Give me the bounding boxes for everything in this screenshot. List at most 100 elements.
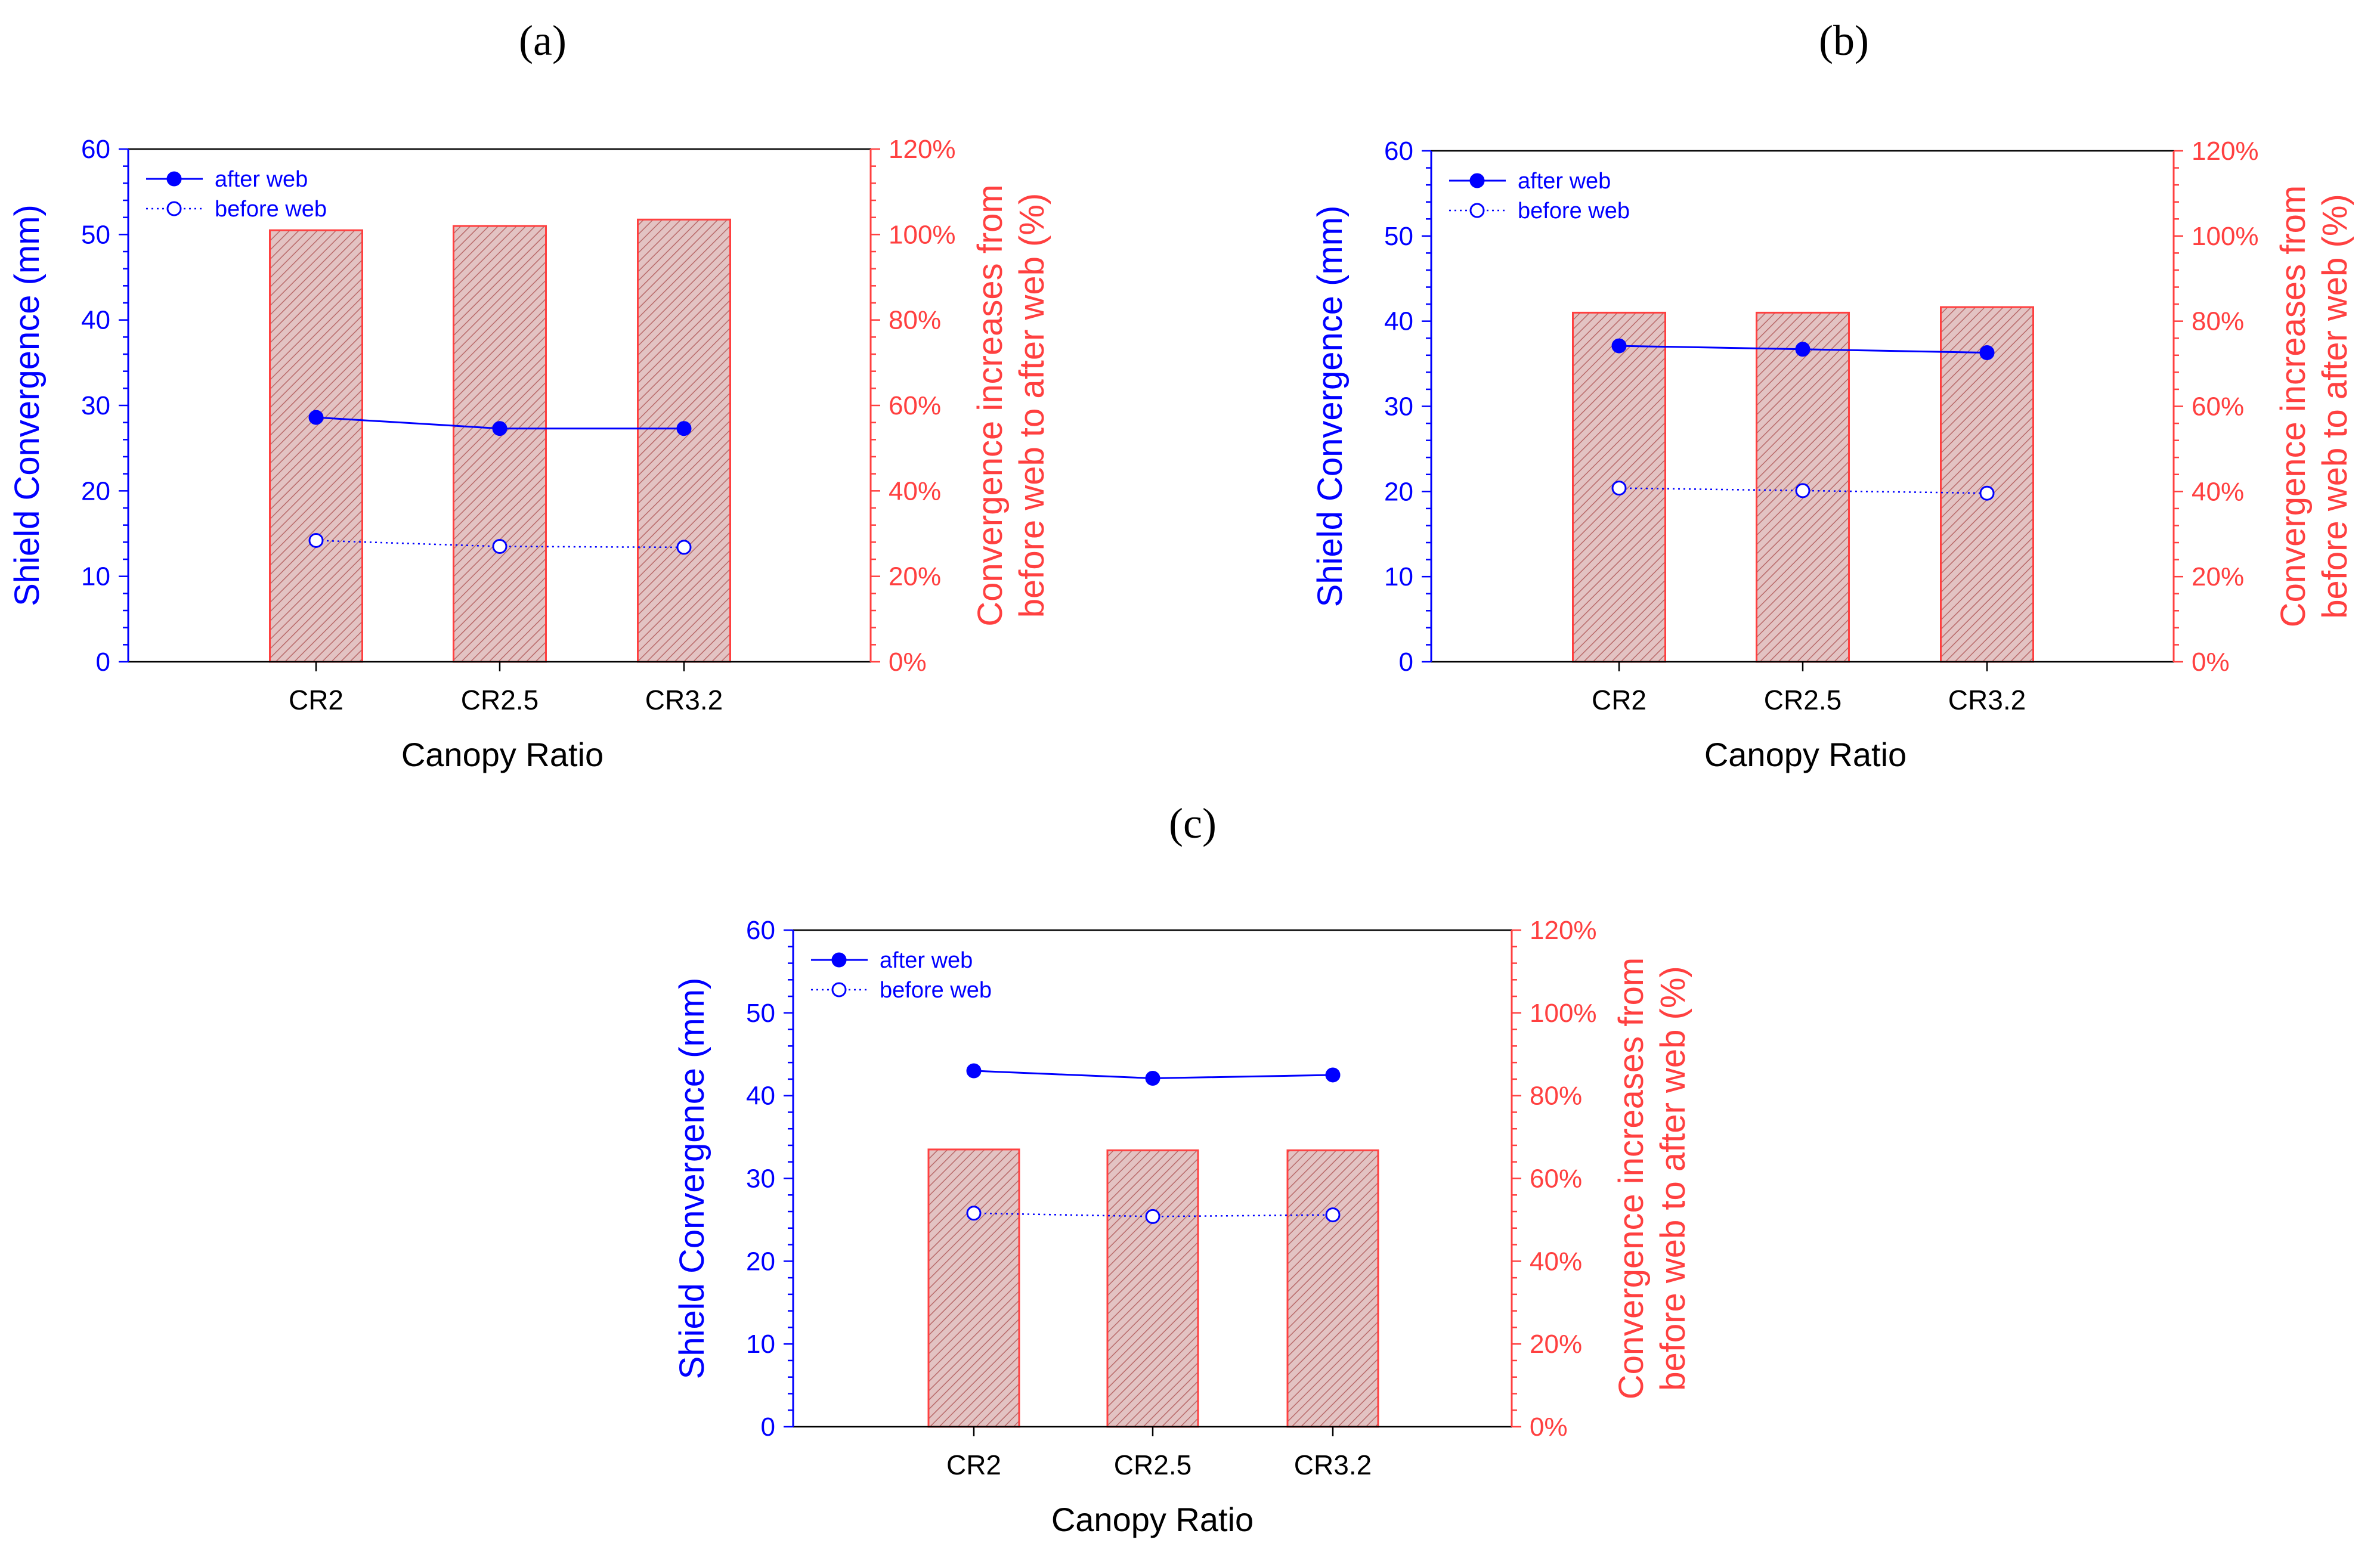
legend-after-web-label: after web [1518, 169, 1611, 194]
x-tick-label-CR3.2: CR3.2 [1948, 684, 2026, 715]
x-tick-label-CR3.2: CR3.2 [645, 684, 723, 715]
y-tick-label: 60 [1384, 137, 1413, 166]
before-web-point-CR2 [1611, 481, 1627, 496]
bar-CR2.5 [453, 225, 547, 663]
bar-CR2 [269, 229, 363, 663]
x-tick-label-CR2.5: CR2.5 [461, 684, 538, 715]
before-web-point-CR2.5 [1795, 483, 1810, 498]
legend-before-web-marker [831, 982, 847, 997]
x-tick-label-CR2: CR2 [1592, 684, 1646, 715]
x-tick-label-CR3.2: CR3.2 [1294, 1449, 1372, 1480]
y-tick-label: 0 [1399, 647, 1413, 677]
y2-tick-label: 40% [1530, 1247, 1582, 1276]
panel-label: (b) [1819, 17, 1869, 64]
y-tick-label: 30 [746, 1164, 775, 1194]
before-web-point-CR3.2 [676, 540, 692, 555]
panel-label: (c) [1169, 800, 1217, 847]
after-web-point-CR3.2 [1979, 345, 1995, 361]
legend-after-web-label: after web [880, 948, 973, 973]
after-web-point-CR2 [308, 410, 324, 425]
y-tick-label: 20 [746, 1247, 775, 1276]
before-web-point-CR2 [308, 532, 324, 548]
legend: after web before web [1449, 169, 1630, 224]
y2-tick-label: 60% [889, 391, 941, 420]
y2-tick-label: 80% [889, 306, 941, 335]
y-tick-label: 50 [746, 999, 775, 1028]
bar-CR3.2 [1940, 306, 2034, 663]
y2-tick-label: 100% [889, 220, 956, 249]
x-tick-label-CR2.5: CR2.5 [1764, 684, 1842, 715]
y-tick-label: 30 [1384, 392, 1413, 422]
after-web-point-CR2 [1611, 338, 1627, 354]
x-axis-label: Canopy Ratio [1051, 1501, 1254, 1538]
x-tick-label-CR2.5: CR2.5 [1114, 1449, 1191, 1480]
y2-axis-label-line1: Convergence increases from [1612, 958, 1651, 1399]
legend-before-web-marker [1469, 203, 1485, 218]
y2-tick-label: 20% [1530, 1330, 1582, 1359]
before-web-point-CR3.2 [1979, 485, 1995, 501]
series-line-before-web [973, 1212, 1333, 1217]
after-web-point-CR3.2 [676, 421, 692, 436]
y-tick-label: 40 [1384, 307, 1413, 336]
y-tick-label: 50 [1384, 222, 1413, 251]
legend-before-web-marker [166, 201, 182, 216]
before-web-point-CR2.5 [492, 539, 507, 554]
legend-before-web-label: before web [880, 978, 992, 1003]
y-tick-label: 50 [81, 220, 110, 249]
y2-tick-label: 40% [889, 476, 941, 506]
after-web-point-CR2.5 [1145, 1071, 1160, 1086]
before-web-point-CR2.5 [1145, 1209, 1160, 1224]
y2-tick-label: 20% [889, 562, 941, 591]
bar-CR3.2 [637, 218, 731, 663]
legend-after-web-marker [831, 952, 847, 968]
y2-axis-label-line2: before web to after web (%) [2316, 194, 2354, 618]
legend-after-web-marker [1469, 173, 1485, 188]
y2-tick-label: 0% [2192, 647, 2230, 677]
legend-before-web-label: before web [1518, 199, 1630, 224]
y-tick-label: 0 [761, 1412, 775, 1442]
y-tick-label: 40 [746, 1082, 775, 1111]
y2-tick-label: 60% [2192, 392, 2244, 422]
y2-axis-label-line2: before web to after web (%) [1013, 193, 1051, 618]
y2-tick-label: 0% [889, 647, 927, 677]
y2-tick-label: 40% [2192, 477, 2244, 506]
after-web-point-CR2.5 [492, 421, 507, 436]
y2-tick-label: 0% [1530, 1412, 1568, 1442]
y2-tick-label: 100% [1530, 999, 1597, 1028]
before-web-point-CR3.2 [1325, 1207, 1341, 1223]
y-tick-label: 10 [746, 1330, 775, 1359]
legend-after-web-marker [166, 171, 182, 187]
y2-axis-label-line1: Convergence increases from [971, 184, 1010, 626]
y-tick-label: 20 [1384, 477, 1413, 506]
y-tick-label: 10 [81, 562, 110, 591]
y2-tick-label: 80% [2192, 307, 2244, 336]
y-tick-label: 60 [746, 916, 775, 945]
x-tick-label-CR2: CR2 [289, 684, 343, 715]
bar-CR2.5 [1106, 1149, 1199, 1428]
legend: after web before web [811, 948, 992, 1003]
before-web-point-CR2 [966, 1206, 982, 1221]
y2-tick-label: 80% [1530, 1082, 1582, 1111]
chart-panel-a: (a) 0 10 20 30 40 50 60 0% 20% 40% 60% 80% 100% 120% CR… [8, 17, 1051, 773]
y-tick-label: 40 [81, 306, 110, 335]
legend-after-web-label: after web [215, 167, 308, 192]
y2-tick-label: 100% [2192, 222, 2259, 251]
y-tick-label: 30 [81, 391, 110, 420]
y-tick-label: 60 [81, 135, 110, 164]
legend: after web before web [146, 167, 327, 222]
y2-tick-label: 120% [1530, 916, 1597, 945]
y2-axis-label-line2: before web to after web (%) [1654, 966, 1692, 1390]
legend-before-web-label: before web [215, 197, 327, 222]
bar-CR2 [927, 1148, 1020, 1428]
panel-label: (a) [519, 17, 567, 64]
y-axis-label: Shield Convergence (mm) [1311, 206, 1350, 608]
after-web-point-CR3.2 [1325, 1067, 1341, 1083]
y2-tick-label: 60% [1530, 1164, 1582, 1194]
y2-tick-label: 20% [2192, 562, 2244, 591]
bar-CR3.2 [1286, 1149, 1379, 1428]
y-tick-label: 20 [81, 476, 110, 506]
y2-tick-label: 120% [2192, 137, 2259, 166]
chart-panel-c: (c) 0 10 20 30 40 50 60 0% 20% 40% 60% 80% 100% 120% CR… [673, 800, 1692, 1538]
y-axis-label: Shield Convergence (mm) [673, 978, 711, 1380]
